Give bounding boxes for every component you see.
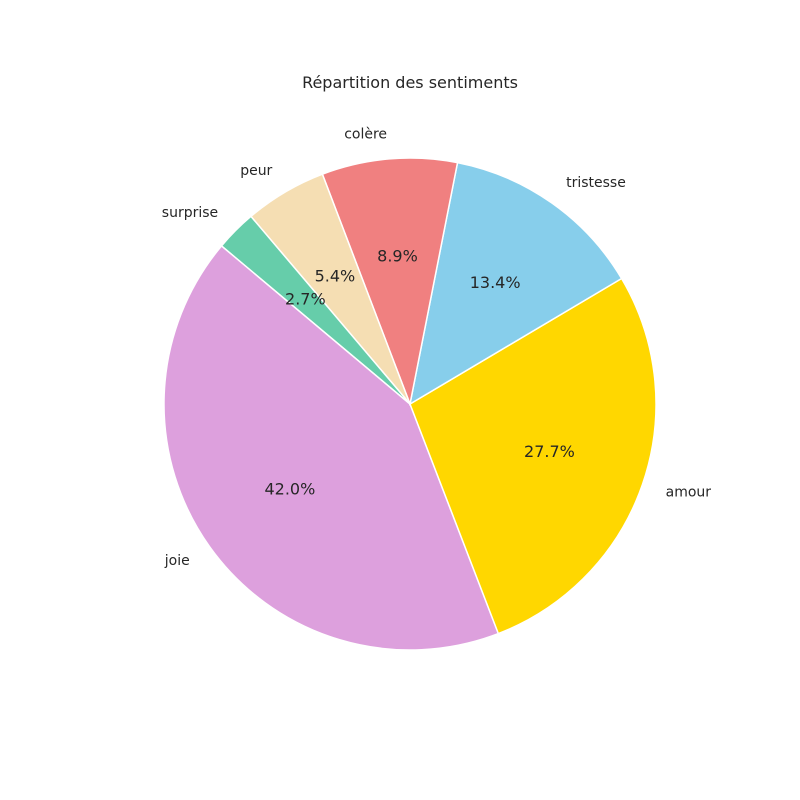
slice-percent-colère: 8.9% bbox=[377, 246, 418, 265]
pie-slice-joie bbox=[163, 244, 500, 651]
slice-percent-joie: 42.0% bbox=[264, 479, 315, 498]
pie-labels: joie 42.0% amour 27.7% tristesse 13.4% colère 8… bbox=[162, 126, 712, 569]
slice-label-tristesse: tristesse bbox=[566, 175, 626, 191]
slice-label-joie: joie bbox=[164, 553, 190, 569]
chart-title: Répartition des sentiments bbox=[302, 73, 518, 92]
slice-label-peur: peur bbox=[240, 163, 272, 179]
slice-percent-surprise: 2.7% bbox=[285, 289, 326, 308]
slice-percent-tristesse: 13.4% bbox=[470, 273, 521, 292]
slice-percent-amour: 27.7% bbox=[524, 442, 575, 461]
slice-label-amour: amour bbox=[666, 485, 712, 501]
pie-slice-colère bbox=[321, 157, 459, 407]
pie-slice-amour bbox=[409, 277, 657, 635]
slice-label-colère: colère bbox=[344, 126, 387, 142]
slice-percent-peur: 5.4% bbox=[315, 266, 356, 285]
pie-slice-surprise bbox=[220, 215, 411, 405]
pie-slices bbox=[163, 157, 657, 651]
pie-slice-tristesse bbox=[408, 161, 623, 406]
slice-label-surprise: surprise bbox=[162, 205, 218, 221]
